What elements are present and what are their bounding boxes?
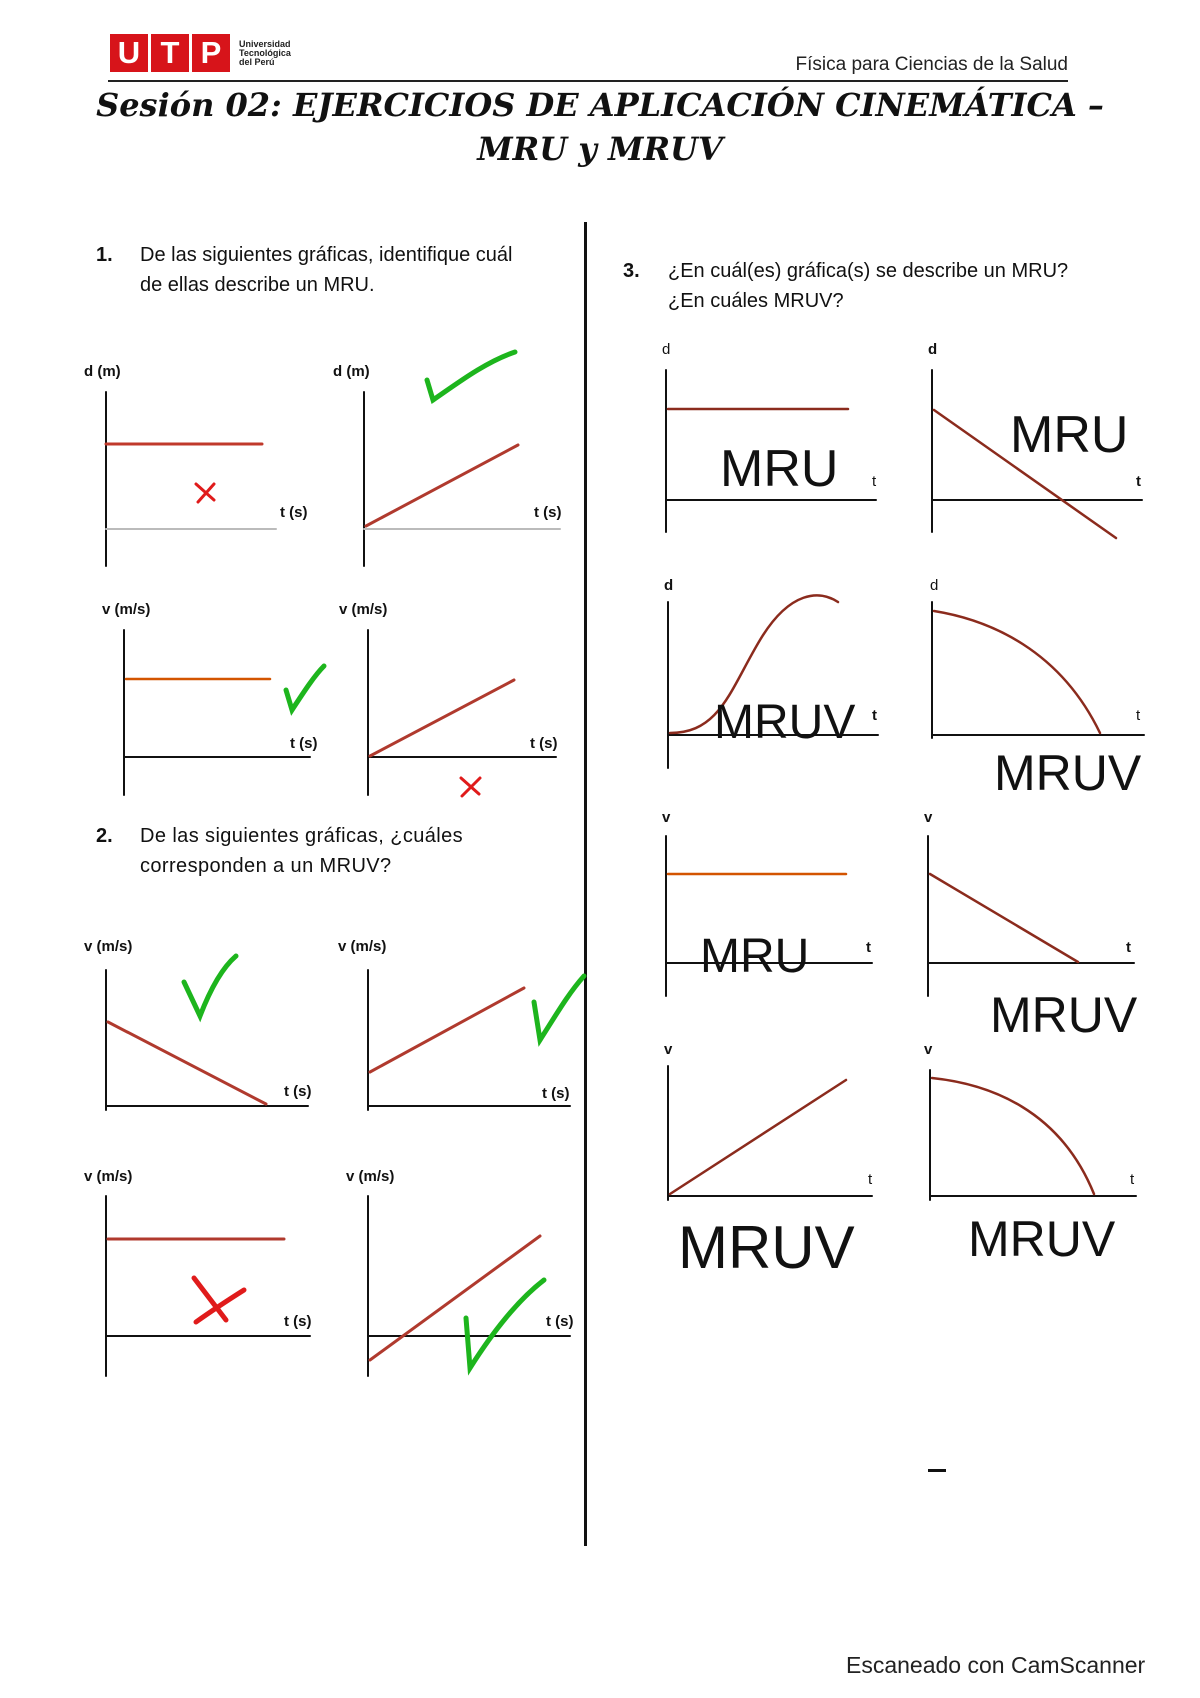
q2-g2-ylabel: v (m/s): [338, 938, 386, 955]
question-2-number: 2.: [96, 825, 113, 847]
cross-mark-q2-g3: [191, 1275, 247, 1325]
q3-g3-ylabel: d: [664, 577, 673, 594]
cross-mark-q1-g4: [459, 776, 482, 798]
q2-g4-xlabel: t (s): [546, 1313, 574, 1330]
q3-g6-ylabel: v: [924, 809, 933, 826]
q1-g2-ylabel: d (m): [333, 363, 370, 380]
utp-logo: U T P Universidad Tecnológica del Perú: [110, 34, 291, 72]
q3-graph-d-decreasing: [931, 369, 1143, 540]
q2-g2-xlabel: t (s): [542, 1085, 570, 1102]
logo-caption: Universidad Tecnológica del Perú: [239, 38, 291, 67]
q3-graph-v-constant: [665, 835, 873, 997]
q3-g4-xlabel: t: [1136, 707, 1141, 724]
logo-letter-u: U: [110, 34, 148, 72]
question-2-text: De las siguientes gráficas, ¿cuáles corre…: [140, 825, 464, 877]
q2-g1-xlabel: t (s): [284, 1083, 312, 1100]
q3-g1-ylabel: d: [662, 341, 670, 358]
q3-g7-ylabel: v: [664, 1041, 673, 1058]
q2-g1-ylabel: v (m/s): [84, 938, 132, 955]
q3-g5-xlabel: t: [866, 939, 871, 956]
q1-graph-v-constant: [123, 629, 311, 796]
cross-mark-q1-g1: [194, 482, 216, 504]
q3-g2-ylabel: d: [928, 341, 937, 358]
answer-q3-g8: MRUV: [968, 1211, 1116, 1267]
q3-g8-xlabel: t: [1130, 1171, 1135, 1188]
q1-graph-d-constant: [104, 391, 277, 567]
scanner-watermark: Escaneado con CamScanner: [846, 1652, 1146, 1678]
q3-graph-v-concave-down: [929, 1069, 1137, 1201]
q1-g1-xlabel: t (s): [280, 504, 308, 521]
q3-g2-xlabel: t: [1136, 473, 1141, 490]
check-mark-q1-g2: [424, 349, 518, 404]
q2-g4-ylabel: v (m/s): [346, 1168, 394, 1185]
q3-graph-d-constant: [665, 369, 877, 533]
q2-graph-v-constant: [105, 1195, 311, 1377]
answer-q3-g6: MRUV: [990, 987, 1138, 1043]
answer-q3-g1: MRU: [720, 440, 838, 498]
q1-g1-ylabel: d (m): [84, 363, 121, 380]
check-mark-q1-g3: [283, 663, 327, 716]
answer-q3-g5: MRU: [700, 930, 809, 983]
answer-q3-g3: MRUV: [714, 696, 855, 749]
q1-graph-d-linear: [363, 391, 561, 567]
q3-g7-xlabel: t: [868, 1171, 873, 1188]
column-divider: [584, 222, 587, 1546]
page-title-line1: Sesión 02: EJERCICIOS DE APLICACIÓN CINE…: [96, 86, 1104, 124]
q2-graph-v-increasing: [367, 969, 571, 1111]
q2-graph-v-decreasing: [105, 969, 309, 1111]
q2-g3-xlabel: t (s): [284, 1313, 312, 1330]
q1-g4-xlabel: t (s): [530, 735, 558, 752]
check-mark-q2-g4: [463, 1277, 547, 1376]
page-title-line2: MRU y MRUV: [477, 130, 723, 168]
q3-g1-xlabel: t: [872, 473, 877, 490]
q2-g3-ylabel: v (m/s): [84, 1168, 132, 1185]
header-rule: [108, 80, 1068, 82]
q3-g3-xlabel: t: [872, 707, 877, 724]
check-mark-q2-g2: [531, 973, 587, 1047]
question-3-text: ¿En cuál(es) gráfica(s) se describe un M…: [668, 260, 1069, 312]
answer-q3-g7: MRUV: [678, 1214, 855, 1281]
stray-dash: [928, 1469, 946, 1472]
logo-letter-t: T: [151, 34, 189, 72]
check-mark-q2-g1: [181, 953, 239, 1023]
logo-letter-p: P: [192, 34, 230, 72]
q3-g6-xlabel: t: [1126, 939, 1131, 956]
q3-graph-d-s-curve: [667, 594, 879, 769]
q1-g4-ylabel: v (m/s): [339, 601, 387, 618]
q1-g3-xlabel: t (s): [290, 735, 318, 752]
question-3-number: 3.: [623, 260, 640, 282]
q3-g5-ylabel: v: [662, 809, 671, 826]
answer-q3-g4: MRUV: [994, 745, 1142, 801]
q1-g3-ylabel: v (m/s): [102, 601, 150, 618]
q1-g2-xlabel: t (s): [534, 504, 562, 521]
q1-graph-v-linear: [367, 629, 557, 796]
question-1-number: 1.: [96, 244, 113, 266]
question-1-text: De las siguientes gráficas, identifique …: [140, 244, 513, 296]
course-name: Física para Ciencias de la Salud: [795, 54, 1068, 75]
q3-graph-v-increasing: [667, 1065, 873, 1201]
q3-g8-ylabel: v: [924, 1041, 933, 1058]
q3-g4-ylabel: d: [930, 577, 938, 594]
q3-graph-v-decreasing: [927, 835, 1135, 997]
q3-graph-d-concave-down: [931, 601, 1145, 739]
answer-q3-g2: MRU: [1010, 406, 1128, 464]
